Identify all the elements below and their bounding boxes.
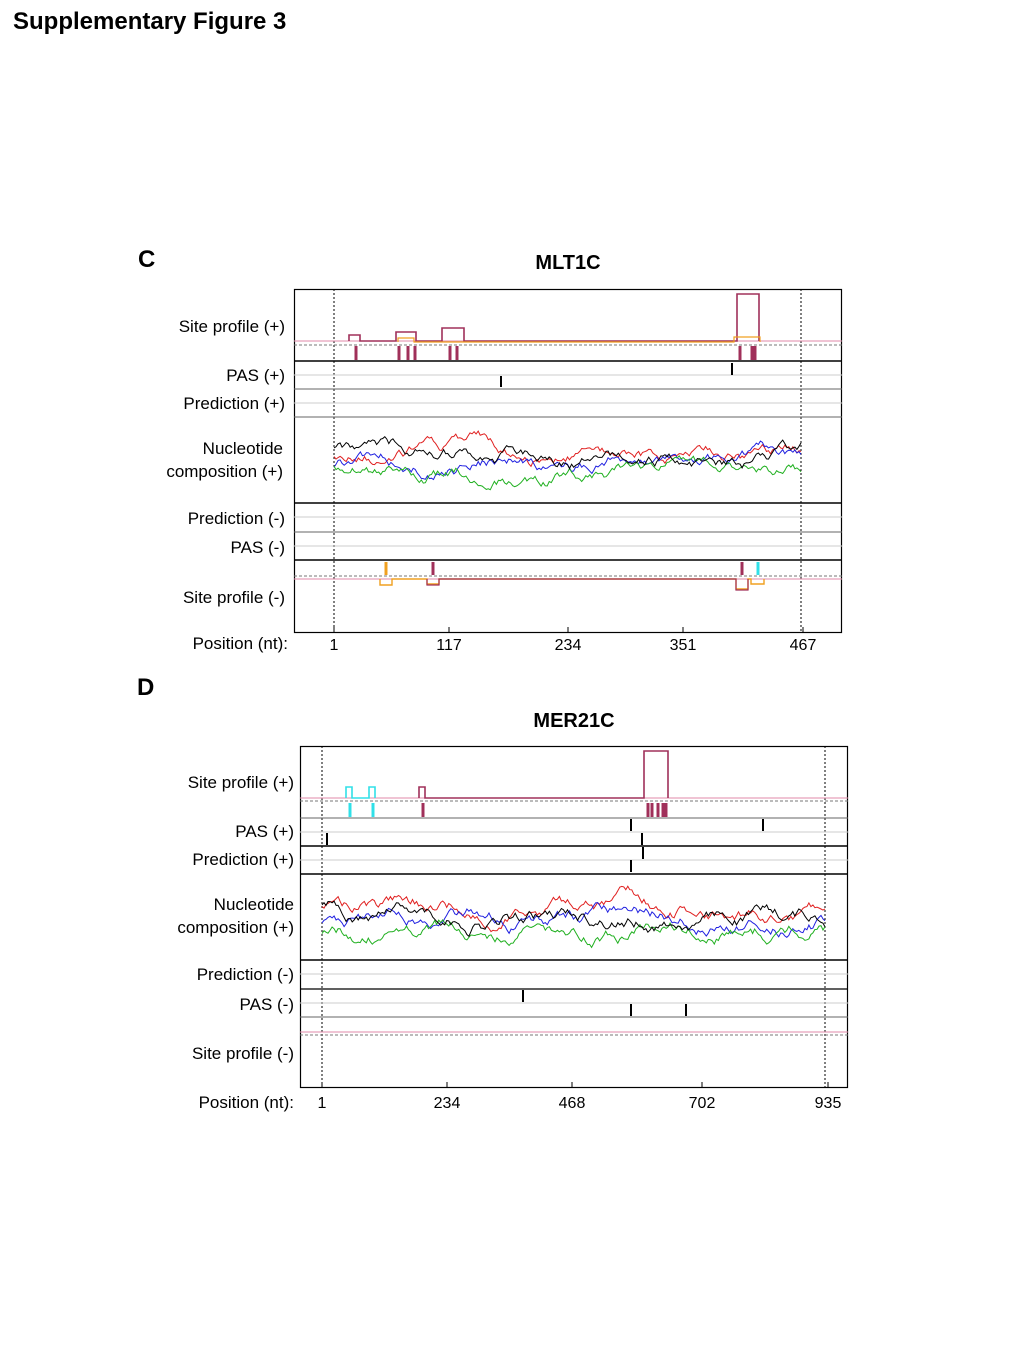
site-profile-plus-trace [348, 293, 760, 342]
label-site-minus-d: Site profile (-) [191, 1044, 294, 1063]
site-bar [397, 346, 401, 360]
label-site-plus-d: Site profile (+) [187, 773, 294, 792]
site-bar-minus [740, 562, 744, 575]
label-site-minus-c: Site profile (-) [182, 588, 285, 607]
site-bar [354, 346, 358, 360]
label-position-d: Position (nt): [198, 1093, 294, 1112]
site-bar [664, 803, 668, 817]
tick-label: 702 [688, 1095, 716, 1112]
label-pred-plus-d: Prediction (+) [192, 850, 294, 869]
site-bar-minus [384, 562, 388, 575]
label-nuc-line2-c: composition (+) [166, 462, 283, 481]
nucleotide-trace [333, 430, 802, 468]
site-bar [750, 346, 754, 360]
site-bar [650, 803, 654, 817]
label-nuc-line1-d: Nucleotide [213, 895, 294, 914]
site-bar [406, 346, 410, 360]
nucleotide-trace [321, 919, 826, 949]
tick-label: 1 [329, 637, 339, 654]
tick-label: 234 [433, 1095, 461, 1112]
site-bar [348, 803, 352, 817]
tick-label: 467 [789, 637, 817, 654]
tick-label: 468 [558, 1095, 586, 1112]
label-nuc-line2-d: composition (+) [177, 918, 294, 937]
panel-title-c: MLT1C [535, 252, 601, 274]
site-profile-plus-cyan [345, 786, 376, 799]
plot-frame-c [293, 288, 843, 634]
site-bar [371, 803, 375, 817]
page-title: Supplementary Figure 3 [13, 8, 287, 35]
site-profile-plus-orange [397, 336, 761, 343]
nucleotide-trace [333, 440, 802, 481]
site-bar-minus [756, 562, 760, 575]
label-position-c: Position (nt): [192, 634, 288, 653]
label-pas-plus-d: PAS (+) [235, 822, 294, 841]
label-pas-plus-c: PAS (+) [226, 366, 285, 385]
site-profile-minus-orange [379, 578, 765, 590]
label-pas-minus-c: PAS (-) [230, 538, 285, 557]
site-bar [661, 803, 665, 817]
tick-label: 117 [436, 637, 462, 654]
label-site-plus-c: Site profile (+) [178, 317, 285, 336]
site-bar [455, 346, 459, 360]
panel-letter-c: C [138, 246, 156, 273]
nucleotide-trace [333, 455, 802, 491]
nucleotide-trace [321, 885, 826, 933]
plot-frame-d [299, 745, 849, 1089]
nucleotide-trace [321, 902, 826, 938]
label-pas-minus-d: PAS (-) [239, 995, 294, 1014]
nucleotide-trace [333, 435, 802, 470]
site-bar-minus [431, 562, 435, 575]
nucleotide-trace [321, 900, 826, 938]
panel-letter-d: D [137, 674, 155, 701]
label-nuc-line1-c: Nucleotide [202, 439, 283, 458]
site-bar [421, 803, 425, 817]
site-profile-minus-trace [426, 578, 749, 591]
tick-label: 935 [814, 1095, 842, 1112]
label-pred-plus-c: Prediction (+) [183, 394, 285, 413]
site-profile-plus-trace [418, 750, 669, 799]
site-bar [753, 346, 757, 360]
site-bar [413, 346, 417, 360]
label-pred-minus-c: Prediction (-) [187, 509, 285, 528]
tick-label: 351 [669, 637, 697, 654]
label-pred-minus-d: Prediction (-) [196, 965, 294, 984]
site-bar [448, 346, 452, 360]
site-bar [646, 803, 650, 817]
panel-title-d: MER21C [533, 710, 615, 732]
site-bar [656, 803, 660, 817]
plot-border [299, 745, 849, 1089]
tick-label: 234 [554, 637, 582, 654]
tick-label: 1 [317, 1095, 327, 1112]
site-bar [738, 346, 742, 360]
